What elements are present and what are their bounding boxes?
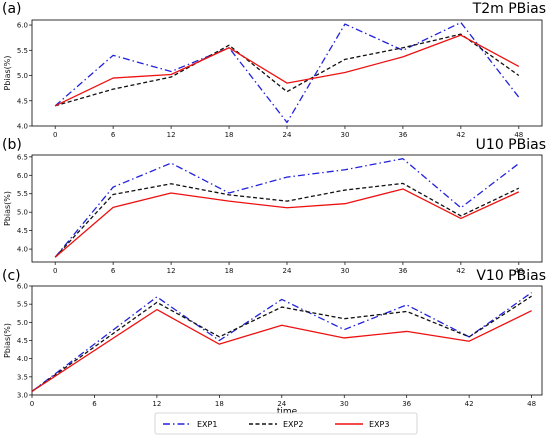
y-tick-label: 4.5 xyxy=(17,337,28,345)
x-tick-label: 0 xyxy=(53,131,57,139)
y-tick-label: 6.0 xyxy=(17,172,28,180)
x-tick-label: 30 xyxy=(340,131,349,139)
y-axis-label: Pbias(%) xyxy=(3,191,12,226)
panel-2: (b) U10 PBias Pbias(%) 4.0 4.5 5.0 5.5 6.0 6.5 0 6… xyxy=(2,137,546,275)
legend-label-exp1: EXP1 xyxy=(197,420,217,429)
y-tick-label: 4.0 xyxy=(17,246,28,254)
x-tick-label: 18 xyxy=(225,267,234,275)
y-tick-label: 5.5 xyxy=(17,301,28,309)
y-tick-label: 4.5 xyxy=(17,97,28,105)
x-axis-label: time xyxy=(277,407,298,417)
y-tick-label: 5.0 xyxy=(17,209,28,217)
panel-label: (a) xyxy=(2,1,22,17)
y-tick-label: 4.5 xyxy=(17,227,28,235)
x-tick-label: 0 xyxy=(53,267,57,275)
y-tick-label: 3.5 xyxy=(17,373,28,381)
y-tick-label: 6.5 xyxy=(17,153,28,161)
series-line-exp1 xyxy=(54,158,520,258)
x-tick-label: 0 xyxy=(30,400,34,408)
x-tick-label: 6 xyxy=(92,400,97,408)
y-tick-label: 5.0 xyxy=(17,319,28,327)
x-tick-label: 6 xyxy=(111,267,116,275)
x-tick-label: 48 xyxy=(514,131,523,139)
series-line-exp2 xyxy=(31,295,532,392)
series-line-exp3 xyxy=(54,34,520,107)
y-tick-label: 5.5 xyxy=(17,47,28,55)
series-line-exp3 xyxy=(31,308,532,392)
panel-title: T2m PBias xyxy=(472,1,546,17)
plot-frame xyxy=(31,154,543,263)
x-tick-label: 12 xyxy=(152,400,161,408)
plot-frame xyxy=(31,19,543,127)
y-tick-label: 3.0 xyxy=(17,392,28,400)
x-tick-label: 30 xyxy=(340,400,349,408)
x-tick-label: 42 xyxy=(456,131,465,139)
x-tick-label: 6 xyxy=(111,131,116,139)
x-tick-label: 48 xyxy=(514,267,523,275)
x-tick-label: 36 xyxy=(398,267,407,275)
x-tick-label: 30 xyxy=(340,267,349,275)
series-line-exp1 xyxy=(54,21,520,124)
x-tick-label: 12 xyxy=(167,267,176,275)
panel-title: U10 PBias xyxy=(476,137,546,153)
y-tick-label: 6.0 xyxy=(17,22,28,30)
series-line-exp2 xyxy=(55,33,520,107)
panel-label: (b) xyxy=(2,137,22,153)
y-tick-label: 4.0 xyxy=(17,123,28,131)
x-tick-label: 18 xyxy=(225,131,234,139)
panel-title: V10 PBias xyxy=(476,268,546,284)
y-tick-label: 5.5 xyxy=(17,190,28,198)
panel-3: (c) V10 PBias Pbias(%) 3.0 3.5 4.0 4.5 5.0 5.5 6.… xyxy=(2,268,546,417)
x-tick-label: 12 xyxy=(167,131,176,139)
x-tick-label: 36 xyxy=(402,400,411,408)
panel-1: (a) T2m PBias Pbias(%) 4.0 4.5 5.0 5.5 6.0 0 6 12 1… xyxy=(2,1,546,139)
x-tick-label: 24 xyxy=(283,267,292,275)
series-line-exp3 xyxy=(54,188,520,258)
x-tick-label: 24 xyxy=(283,131,292,139)
x-tick-label: 24 xyxy=(277,400,286,408)
x-tick-label: 42 xyxy=(456,267,465,275)
legend-label-exp2: EXP2 xyxy=(283,420,303,429)
legend-box xyxy=(154,412,418,435)
x-tick-label: 48 xyxy=(527,400,536,408)
series-line-exp2 xyxy=(54,182,520,258)
y-tick-label: 4.0 xyxy=(17,355,28,363)
x-tick-label: 18 xyxy=(215,400,224,408)
panel-label: (c) xyxy=(2,268,21,284)
legend-label-exp3: EXP3 xyxy=(369,420,389,429)
legend: EXP1 EXP2 EXP3 xyxy=(154,412,418,435)
y-axis-label: Pbias(%) xyxy=(3,323,12,358)
y-tick-label: 6.0 xyxy=(17,283,28,291)
y-axis-label: Pbias(%) xyxy=(3,55,12,90)
x-tick-label: 42 xyxy=(465,400,474,408)
y-tick-label: 5.0 xyxy=(17,72,28,80)
x-tick-label: 36 xyxy=(398,131,407,139)
